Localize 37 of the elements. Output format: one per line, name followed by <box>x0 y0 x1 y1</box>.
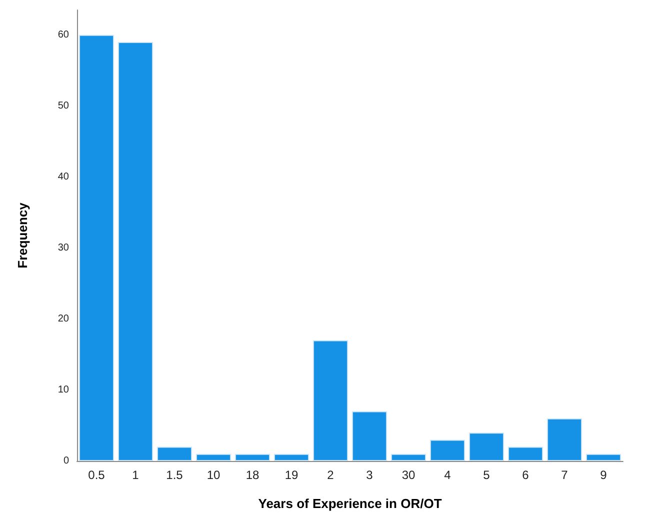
x-tick-label: 30 <box>402 468 416 482</box>
y-tick-label: 20 <box>58 313 70 324</box>
y-tick-label: 30 <box>58 242 70 254</box>
x-tick-label: 0.5 <box>88 468 106 482</box>
bar <box>468 432 504 461</box>
y-tick-label: 50 <box>58 100 70 112</box>
y-tick-label: 40 <box>58 171 70 182</box>
bar <box>508 446 544 461</box>
y-tick-label: 60 <box>58 29 70 40</box>
x-tick-label: 19 <box>284 468 298 482</box>
bar <box>156 446 192 461</box>
x-tick-label: 5 <box>483 468 490 482</box>
bar <box>390 454 426 461</box>
x-tick-label: 3 <box>366 468 374 482</box>
x-tick-label: 2 <box>327 468 334 482</box>
y-tick-label: 10 <box>58 384 70 396</box>
bar <box>430 440 466 461</box>
x-tick-label: 6 <box>522 468 530 482</box>
x-tick-label: 7 <box>561 468 568 482</box>
y-tick-label: 0 <box>63 456 70 466</box>
bar <box>586 454 622 461</box>
x-axis-title: Years of Experience in OR/OT <box>258 496 442 511</box>
bar <box>196 454 232 461</box>
x-tick-label: 1.5 <box>166 468 184 482</box>
bar <box>78 34 114 461</box>
x-tick-label: 9 <box>600 468 608 482</box>
x-tick-label: 18 <box>246 468 260 482</box>
x-tick-label: 10 <box>206 468 220 482</box>
bar <box>546 418 582 461</box>
bar <box>274 454 310 461</box>
bar <box>312 340 348 461</box>
y-axis-title: Frequency <box>15 202 30 268</box>
bar <box>234 454 270 461</box>
x-tick-label: 4 <box>444 468 452 482</box>
x-tick-label: 1 <box>132 468 140 482</box>
bar <box>352 411 388 461</box>
bar <box>118 42 154 461</box>
